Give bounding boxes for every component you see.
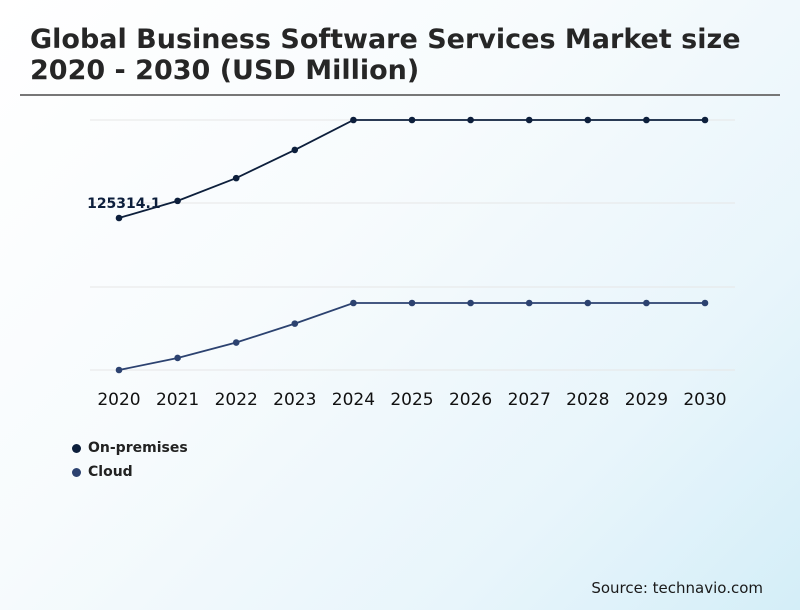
legend-swatch-on-premises bbox=[72, 443, 81, 453]
point-cloud-2029 bbox=[643, 299, 650, 307]
point-cloud-2022 bbox=[232, 339, 240, 346]
series-cloud bbox=[115, 299, 709, 374]
point-cloud-2023 bbox=[291, 320, 299, 327]
title-divider bbox=[20, 94, 780, 96]
point-cloud-2020 bbox=[115, 366, 123, 374]
x-tick-label-2020: 2020 bbox=[97, 390, 140, 410]
legend-label-cloud: Cloud bbox=[88, 464, 133, 480]
point-cloud-2030 bbox=[701, 299, 709, 307]
series-line-cloud bbox=[118, 302, 705, 371]
series-on-premises bbox=[115, 116, 709, 222]
point-on-premises-2020 bbox=[115, 214, 123, 222]
x-tick-label-2022: 2022 bbox=[215, 390, 258, 410]
x-tick-label-2030: 2030 bbox=[683, 390, 726, 410]
point-on-premises-2021 bbox=[174, 197, 181, 205]
data-label-on-premises-2021: 125314.1 bbox=[87, 196, 161, 212]
x-tick-label-2024: 2024 bbox=[332, 390, 375, 410]
legend-label-on-premises: On-premises bbox=[88, 440, 188, 456]
point-on-premises-2022 bbox=[232, 174, 240, 182]
series-layer bbox=[115, 116, 709, 374]
x-tick-label-2029: 2029 bbox=[625, 390, 668, 410]
x-tick-label-2026: 2026 bbox=[449, 390, 492, 410]
x-axis: 2020 2021 2022 2023 2024 2025 2026 2027 2028 2029… bbox=[97, 390, 726, 410]
point-on-premises-2027 bbox=[525, 116, 533, 124]
point-cloud-2027 bbox=[525, 299, 533, 307]
point-cloud-2025 bbox=[408, 299, 416, 307]
point-cloud-2021 bbox=[174, 354, 181, 362]
point-on-premises-2025 bbox=[408, 116, 416, 124]
annotation-layer: 125314.1 bbox=[87, 196, 161, 212]
point-on-premises-2029 bbox=[643, 116, 650, 124]
x-tick-label-2027: 2027 bbox=[508, 390, 551, 410]
point-on-premises-2024 bbox=[350, 116, 357, 124]
line-chart: 125314.1 2020 2021 2022 2023 2024 2025 2026 202… bbox=[87, 116, 735, 410]
legend: On-premises Cloud bbox=[72, 436, 188, 484]
point-cloud-2028 bbox=[584, 299, 592, 307]
point-on-premises-2030 bbox=[701, 116, 709, 124]
point-on-premises-2023 bbox=[291, 146, 299, 154]
legend-item-cloud: Cloud bbox=[72, 460, 188, 484]
point-cloud-2026 bbox=[467, 299, 474, 307]
x-tick-label-2028: 2028 bbox=[566, 390, 609, 410]
point-cloud-2024 bbox=[350, 299, 357, 307]
source-credit: Source: technavio.com bbox=[591, 579, 763, 597]
point-on-premises-2028 bbox=[584, 116, 592, 124]
legend-swatch-cloud bbox=[72, 467, 81, 477]
x-tick-label-2025: 2025 bbox=[390, 390, 433, 410]
chart-title: Global Business Software Services Market… bbox=[30, 24, 741, 86]
x-tick-label-2023: 2023 bbox=[273, 390, 316, 410]
gridlines bbox=[90, 119, 735, 371]
point-on-premises-2026 bbox=[467, 116, 474, 124]
x-tick-label-2021: 2021 bbox=[156, 390, 199, 410]
legend-item-on-premises: On-premises bbox=[72, 436, 188, 460]
